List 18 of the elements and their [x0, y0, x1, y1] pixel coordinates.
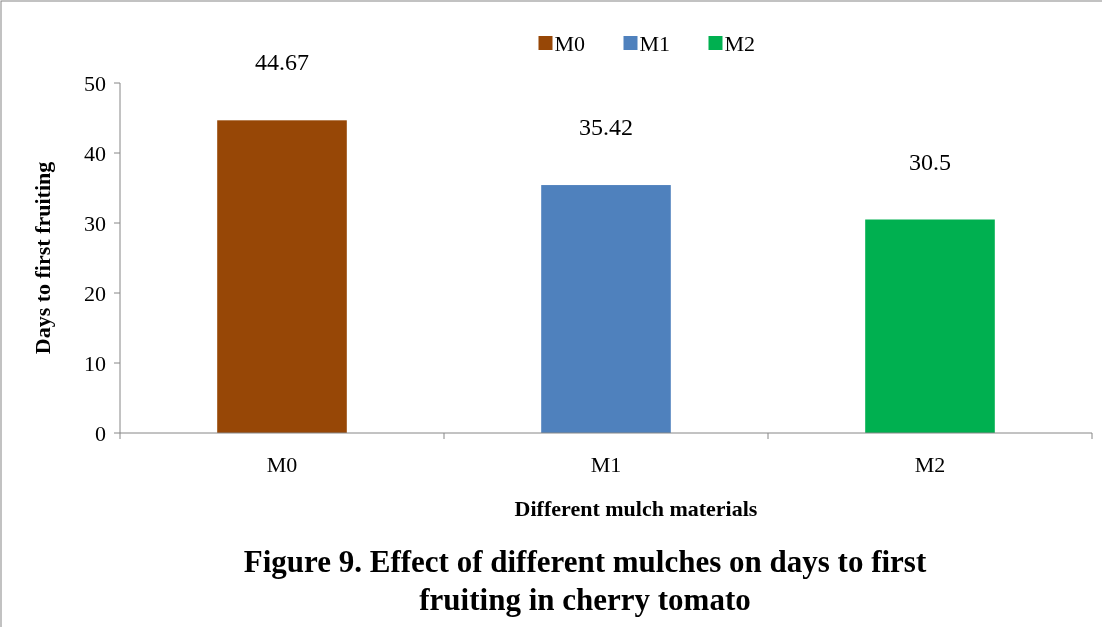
data-label: 35.42	[579, 114, 633, 141]
y-tick-label: 0	[95, 420, 106, 446]
legend-label: M1	[639, 30, 671, 56]
y-tick-label: 30	[84, 210, 106, 236]
y-tick-label: 50	[84, 70, 106, 96]
x-tick-label: M0	[266, 452, 298, 477]
y-tick-label: 40	[84, 140, 106, 166]
x-axis-title: Different mulch materials	[514, 496, 758, 521]
data-label: 30.5	[909, 148, 951, 175]
legend-label: M2	[724, 30, 756, 56]
x-tick-label: M1	[590, 452, 622, 477]
data-label: 44.67	[255, 49, 309, 76]
y-tick-label: 10	[84, 350, 106, 376]
x-tick-label: M2	[914, 452, 946, 477]
y-axis-title: Days to first fruiting	[30, 161, 55, 355]
y-tick-label: 20	[84, 280, 106, 306]
legend-label: M0	[554, 30, 586, 56]
text: Figure 9. Effect of different mulches on days to first fruiting in cherry tomato	[243, 544, 927, 617]
